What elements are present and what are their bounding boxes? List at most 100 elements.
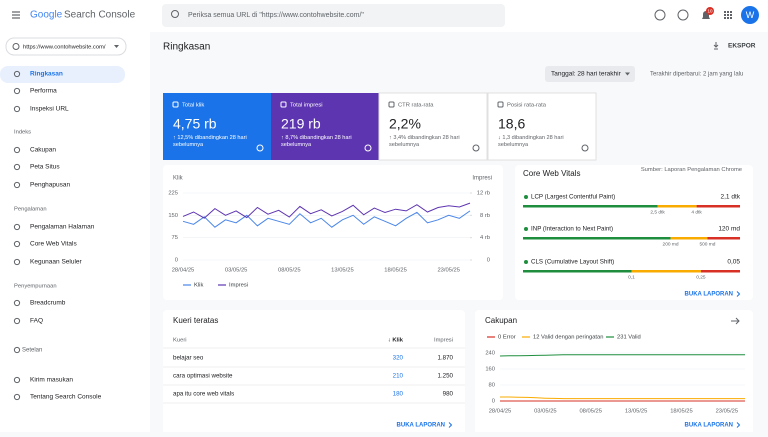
search-icon <box>171 10 179 18</box>
nav-item[interactable]: Kegunaan Seluler <box>30 259 83 266</box>
metric-tile[interactable] <box>271 93 379 160</box>
nav-icon <box>13 317 21 325</box>
metric-tile[interactable] <box>163 93 271 160</box>
users-icon[interactable] <box>677 9 689 21</box>
nav-item[interactable]: Kirim masukan <box>30 377 73 384</box>
metric-change: ↑ 12,5% dibandingkan 28 hari sebelumnya <box>173 135 247 148</box>
bar-poor <box>696 205 740 208</box>
dropdown-arrow <box>114 45 119 48</box>
nav-icon <box>13 105 21 113</box>
nav-icon <box>13 393 21 401</box>
coverage-link[interactable]: BUKA LAPORAN <box>685 423 733 429</box>
nav-section: Penyempurnaan <box>14 284 57 290</box>
coverage-open-icon[interactable] <box>731 317 740 325</box>
x-tick-label: 28/04/25 <box>489 409 512 415</box>
metric-change: ↑ 3,4% dibandingkan 28 hari sebelumnya <box>389 135 460 148</box>
help-icon[interactable] <box>654 9 666 21</box>
x-tick-label: 08/05/25 <box>579 409 602 415</box>
search-box[interactable] <box>162 4 505 27</box>
date-chip[interactable] <box>545 66 635 82</box>
nav-item[interactable]: Pengalaman Halaman <box>30 224 95 231</box>
x-tick-label: 13/05/25 <box>331 268 354 274</box>
bar-good <box>523 205 658 208</box>
metric-change-box: ↑ 3,4% dibandingkan 28 hari sebelumnya <box>389 135 460 148</box>
nav-icon <box>13 223 21 231</box>
link-arrow <box>448 422 453 428</box>
bar-ni <box>631 270 701 273</box>
table-cell: cara optimasi website <box>173 373 233 380</box>
metric-label: CTR rata-rata <box>398 103 434 109</box>
metric-tile[interactable] <box>487 92 597 161</box>
table-cell: apa itu core web vitals <box>173 391 234 398</box>
metric-checkbox <box>497 101 504 108</box>
table-cell: 980 <box>443 391 454 398</box>
nav-item[interactable]: Ringkasan <box>30 71 63 78</box>
property-selector[interactable] <box>5 37 127 56</box>
nav-item[interactable]: Core Web Vitals <box>30 241 77 248</box>
status-dot <box>524 195 528 199</box>
search-placeholder: Periksa semua URL di "https://www.contoh… <box>188 12 364 19</box>
y2-tick-label: 8 rb <box>480 213 490 219</box>
avatar[interactable] <box>741 6 759 24</box>
x-tick-label: 23/05/25 <box>437 268 460 274</box>
bar-ni <box>670 237 708 240</box>
nav-item[interactable]: FAQ <box>30 318 43 325</box>
notification-count: 10 <box>707 8 713 13</box>
property-icon <box>12 43 20 50</box>
x-tick-label: 18/05/25 <box>384 268 407 274</box>
link-arrow <box>736 291 741 297</box>
metric-change-box: ↓ 1,3 dibandingkan 28 hari sebelumnya <box>498 135 564 148</box>
legend-label: 231 Valid <box>617 335 641 341</box>
legend-label: 12 Valid dengan peringatan <box>533 335 603 341</box>
metric-value: 18,6 <box>498 116 525 132</box>
nav-icon <box>13 376 21 384</box>
bar-poor <box>700 270 740 273</box>
nav-item[interactable]: Peta Situs <box>30 164 60 171</box>
export-button[interactable]: EKSPOR <box>728 43 756 50</box>
apps-icon[interactable] <box>724 11 732 19</box>
legend-label: Klik <box>194 283 203 289</box>
cwv-source-box: Sumber: Laporan Pengalaman Chrome <box>641 167 742 173</box>
nav-item[interactable]: Performa <box>30 88 57 95</box>
table-cell: belajar seo <box>173 355 204 362</box>
threshold: 500 md <box>699 241 715 247</box>
series-line <box>500 396 745 400</box>
nav-item[interactable]: Breadcrumb <box>30 300 66 307</box>
bar-ni <box>657 205 697 208</box>
y2-tick-label: 4 rb <box>480 235 490 241</box>
metric-label: Posisi rata-rata <box>507 103 547 109</box>
nav-item[interactable]: Cakupan <box>30 147 56 154</box>
date-filter: Tanggal: 28 hari terakhir <box>551 71 622 78</box>
legend-label: Impresi <box>229 283 248 289</box>
cwv-link[interactable]: BUKA LAPORAN <box>685 292 733 298</box>
queries-title: Kueri teratas <box>173 316 218 325</box>
nav-icon <box>13 240 21 248</box>
help-icon <box>364 144 372 152</box>
help-icon <box>581 144 589 152</box>
x-tick-label: 13/05/25 <box>625 409 648 415</box>
table-cell: 1.870 <box>438 355 454 362</box>
threshold: 2,5 dtk <box>650 209 665 215</box>
badge <box>706 7 714 15</box>
table-header: Impresi <box>434 338 453 344</box>
metric-value: 219 rb <box>281 116 321 132</box>
table-header: Kueri <box>173 338 187 344</box>
nav-item[interactable]: Tentang Search Console <box>30 394 102 401</box>
metric-value: 2,2% <box>389 116 421 132</box>
nav-item[interactable]: Inspeksi URL <box>30 106 69 113</box>
queries-card <box>163 310 465 437</box>
metric-tile[interactable] <box>378 92 488 161</box>
nav-icon <box>13 87 21 95</box>
nav-settings[interactable]: Setelan <box>22 348 42 354</box>
nav-item[interactable]: Penghapusan <box>30 182 71 189</box>
menu-icon[interactable] <box>12 11 20 19</box>
nav-section: Indeks <box>14 130 31 136</box>
nav-selected-bg <box>0 66 125 83</box>
y-tick-label: 150 <box>168 213 178 219</box>
table-cell: 210 <box>393 373 404 380</box>
queries-link[interactable]: BUKA LAPORAN <box>397 423 445 429</box>
nav-icon <box>13 163 21 171</box>
nav-icon <box>13 346 21 354</box>
cwv-metric: CLS (Cumulative Layout Shift) <box>531 259 614 266</box>
coverage-card <box>475 310 753 437</box>
